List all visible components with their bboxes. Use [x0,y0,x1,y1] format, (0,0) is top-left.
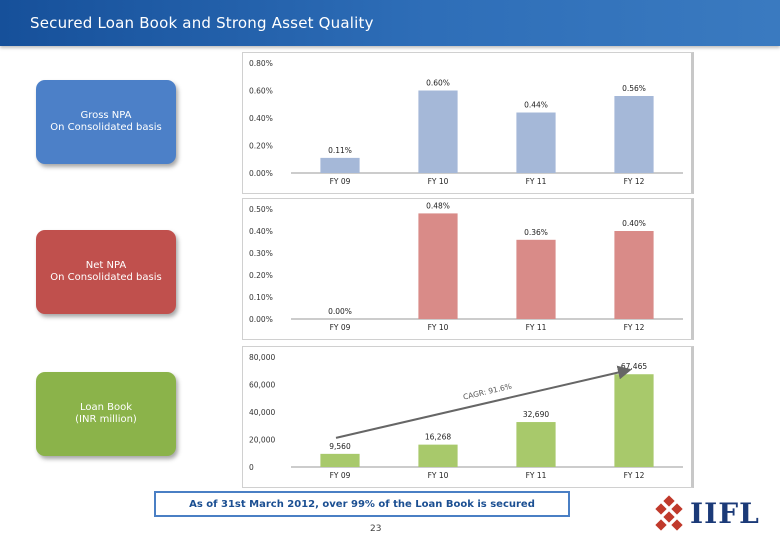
loan-book-sublabel: (INR million) [75,414,137,425]
bar-fy12 [614,96,654,173]
bar-fy09 [320,157,360,173]
gross-npa-box: Gross NPA On Consolidated basis [36,80,176,164]
bar-fy12 [614,374,654,467]
footer-note: As of 31st March 2012, over 99% of the L… [189,498,535,510]
x-tick-label: FY 09 [330,323,351,332]
bar-fy10 [418,444,458,467]
x-tick-label: FY 12 [624,323,645,332]
bar-fy10 [418,90,458,173]
y-tick-label: 80,000 [249,353,275,362]
data-label: 0.11% [328,146,352,155]
loan-book-chart-svg: 0 20,000 40,000 60,000 80,000 9,560 FY 09 16,26… [249,353,683,480]
data-label: 16,268 [425,433,451,442]
x-tick-label: FY 10 [428,323,449,332]
data-label: 0.00% [328,307,352,316]
logo-text: IIFL [690,497,760,530]
bar-fy11 [516,239,556,319]
net-npa-label: Net NPA [85,260,127,271]
y-tick-label: 40,000 [249,408,275,417]
x-tick-label: FY 12 [624,471,645,480]
net-npa-sublabel: On Consolidated basis [50,272,162,283]
x-tick-label: FY 10 [428,471,449,480]
y-tick-label: 60,000 [249,381,275,390]
bar-fy09 [320,453,360,467]
data-label: 0.40% [622,219,646,228]
y-tick-label: 0.40% [249,114,273,123]
net-npa-chart: 0.00% 0.10% 0.20% 0.30% 0.40% 0.50% 0.00% FY 09… [242,198,694,340]
y-tick-label: 0.80% [249,59,273,68]
y-tick-label: 0.20% [249,271,273,280]
loan-book-box: Loan Book (INR million) [36,372,176,456]
data-label: 0.56% [622,84,646,93]
bar-fy10 [418,213,458,319]
x-tick-label: FY 10 [428,177,449,186]
data-label: 9,560 [329,442,351,451]
footer-note-box: As of 31st March 2012, over 99% of the L… [154,491,570,517]
cagr-arrow [335,365,632,439]
x-tick-label: FY 09 [330,471,351,480]
gross-npa-chart: 0.00% 0.20% 0.40% 0.60% 0.80% 0.11% FY 09 0.60%… [242,52,694,194]
gross-npa-chart-svg: 0.00% 0.20% 0.40% 0.60% 0.80% 0.11% FY 09 0.60%… [249,59,683,186]
data-label: 0.44% [524,101,548,110]
y-tick-label: 0.60% [249,87,273,96]
net-npa-box: Net NPA On Consolidated basis [36,230,176,314]
y-tick-label: 0 [249,463,254,472]
data-label: 67,465 [621,362,647,371]
x-tick-label: FY 11 [526,471,547,480]
y-tick-label: 0.50% [249,205,273,214]
data-label: 0.60% [426,79,450,88]
x-tick-label: FY 12 [624,177,645,186]
x-tick-label: FY 11 [526,323,547,332]
y-tick-label: 0.20% [249,142,273,151]
iifl-logo: IIFL [652,495,772,535]
bar-fy11 [516,112,556,173]
loan-book-chart: 0 20,000 40,000 60,000 80,000 9,560 FY 09 16,26… [242,346,694,488]
y-tick-label: 0.00% [249,315,273,324]
data-label: 32,690 [523,410,549,419]
gross-npa-label: Gross NPA [80,110,132,121]
x-tick-label: FY 09 [330,177,351,186]
loan-book-label: Loan Book [79,402,133,413]
bar-fy11 [516,422,556,467]
y-tick-label: 20,000 [249,436,275,445]
y-tick-label: 0.10% [249,293,273,302]
data-label: 0.36% [524,228,548,237]
y-tick-label: 0.00% [249,169,273,178]
net-npa-chart-svg: 0.00% 0.10% 0.20% 0.30% 0.40% 0.50% 0.00% FY 09… [249,201,683,332]
bar-fy12 [614,231,654,319]
title-bar: Secured Loan Book and Strong Asset Quali… [0,0,780,46]
y-tick-label: 0.40% [249,227,273,236]
logo-emblem-icon [655,495,683,531]
x-tick-label: FY 11 [526,177,547,186]
data-label: 0.48% [426,201,450,210]
page-title: Secured Loan Book and Strong Asset Quali… [30,14,374,32]
y-tick-label: 0.30% [249,249,273,258]
gross-npa-sublabel: On Consolidated basis [50,122,162,133]
page-number: 23 [370,524,382,534]
